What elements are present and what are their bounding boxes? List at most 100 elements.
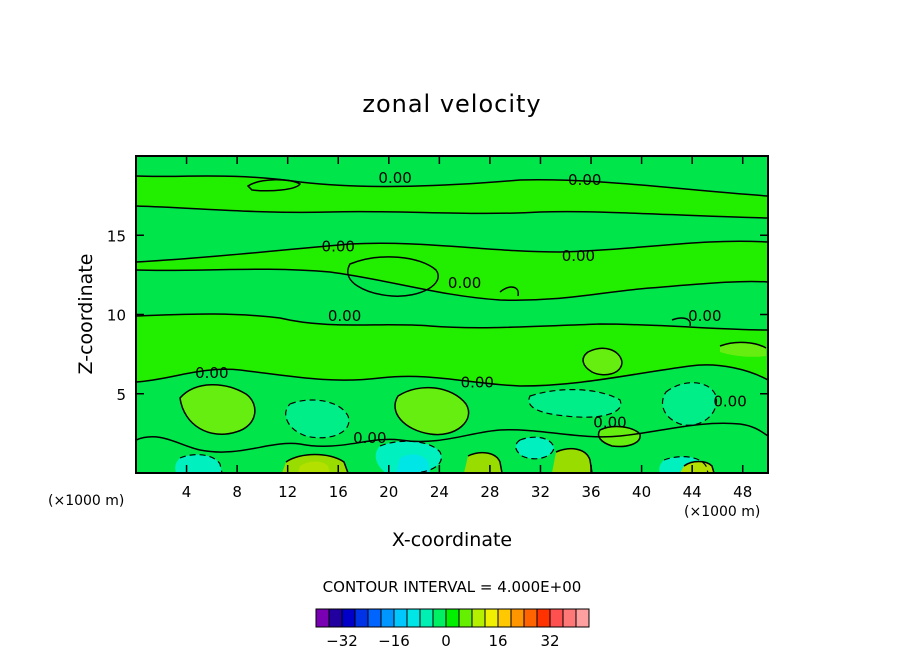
contour-line (671, 317, 691, 327)
colorbar-swatch (367, 608, 382, 628)
colorbar-swatch (341, 608, 356, 628)
contour-label: 0.00 (378, 169, 411, 187)
x-axis-title: X-coordinate (392, 529, 512, 551)
y-tick-label: 5 (116, 386, 126, 404)
contour-line-dashed (515, 436, 555, 460)
contour-line-dashed (179, 454, 223, 473)
contour-line-dashed (528, 389, 622, 418)
contour-label: 0.00 (322, 237, 355, 255)
y-tick-label: 15 (107, 227, 126, 245)
y-tick-label: 10 (107, 307, 126, 325)
contour-line (683, 460, 715, 473)
contour-interval-label: CONTOUR INTERVAL = 4.000E+00 (323, 578, 582, 596)
colorbar-swatch (380, 608, 395, 628)
colorbar-swatch (549, 608, 564, 628)
colorbar-swatch (406, 608, 421, 628)
contour-line (582, 347, 623, 376)
x-tick-label: 40 (632, 483, 651, 501)
band-neutral-top (136, 156, 768, 196)
positive-strong-bottom-2 (464, 452, 502, 473)
negative-core-1 (285, 400, 349, 438)
colorbar-tick-label: −16 (378, 632, 410, 650)
colorbar-swatch (432, 608, 447, 628)
contour-line (394, 386, 470, 436)
contour-line (467, 451, 503, 473)
colorbar-swatch (315, 608, 330, 628)
negative-core-2 (528, 389, 621, 418)
colorbar-swatch (510, 608, 525, 628)
contour-line (555, 447, 593, 473)
contour-line (136, 422, 768, 453)
x-tick-label: 20 (379, 483, 398, 501)
negative-core-7 (515, 437, 554, 459)
colorbar-swatch (471, 608, 486, 628)
contour-label: 0.00 (713, 393, 746, 411)
contour-line (136, 313, 768, 331)
contour-line-dashed (661, 382, 718, 426)
y-axis-title: Z-coordinate (75, 254, 97, 375)
x-unit-label-left: (×1000 m) (48, 493, 124, 509)
colorbar-tick-label: −32 (326, 632, 358, 650)
colorbar-swatch (328, 608, 343, 628)
contour-line (499, 286, 519, 297)
colorbar: −32 −16 0 16 32 (315, 608, 590, 650)
colorbar-swatch (562, 608, 577, 628)
contour-line (179, 384, 256, 435)
y-axis: 5 10 15 (107, 227, 768, 404)
colorbar-swatch (393, 608, 408, 628)
positive-strong-bottom-4 (298, 461, 330, 473)
contour-label: 0.00 (593, 413, 626, 431)
x-tick-label: 16 (329, 483, 348, 501)
contour-line (246, 179, 302, 192)
contour-line (136, 205, 768, 219)
negative-contour-lines (179, 382, 718, 473)
colorbar-swatch (354, 608, 369, 628)
x-tick-label: 48 (733, 483, 752, 501)
colorbar-tick-label: 0 (441, 632, 451, 650)
contour-line (285, 453, 349, 473)
contour-line (136, 240, 768, 263)
contour-label: 0.00 (353, 429, 386, 447)
colorbar-swatch (445, 608, 460, 628)
contour-label: 0.00 (461, 374, 494, 392)
negative-strong-bottom (396, 454, 430, 473)
colorbar-tick-label: 32 (540, 632, 559, 650)
colorbar-swatch (536, 608, 551, 628)
x-tick-label: 24 (430, 483, 449, 501)
contour-field: 0.00 0.00 0.00 0.00 0.00 0.00 0.00 0.00 0.00 0.00… (136, 156, 768, 473)
x-tick-label: 12 (278, 483, 297, 501)
contour-line (347, 256, 439, 297)
contour-line-dashed (379, 440, 442, 473)
contour-line (136, 268, 768, 302)
x-tick-label: 44 (683, 483, 702, 501)
x-axis: 4 8 12 16 20 24 28 32 36 40 44 48 (182, 156, 752, 501)
positive-core-right (583, 348, 622, 375)
contour-label: 0.00 (195, 364, 228, 382)
chart-title: zonal velocity (362, 90, 541, 118)
colorbar-tick-label: 16 (488, 632, 507, 650)
colorbar-swatch (575, 608, 590, 628)
contour-line-dashed (663, 456, 709, 473)
x-tick-label: 4 (182, 483, 192, 501)
contour-labels: 0.00 0.00 0.00 0.00 0.00 0.00 0.00 0.00 0.00 0.00… (195, 169, 747, 447)
x-tick-label: 8 (232, 483, 242, 501)
positive-core-upper-right (720, 342, 766, 357)
negative-core-3 (662, 382, 717, 426)
contour-line (719, 341, 767, 349)
contour-label: 0.00 (448, 274, 481, 292)
positive-strong-bottom-3 (552, 448, 592, 473)
colorbar-swatch (458, 608, 473, 628)
contour-label: 0.00 (568, 171, 601, 189)
contour-line (597, 425, 641, 448)
contour-label: 0.00 (328, 307, 361, 325)
positive-core-left (180, 384, 255, 435)
x-unit-label-right: (×1000 m) (684, 504, 760, 520)
contour-line (136, 175, 768, 197)
colorbar-swatch (484, 608, 499, 628)
contour-label: 0.00 (688, 307, 721, 325)
x-tick-label: 28 (480, 483, 499, 501)
band-neutral-middle (136, 269, 768, 330)
contour-label: 0.00 (562, 247, 595, 265)
positive-core-center (394, 387, 469, 435)
